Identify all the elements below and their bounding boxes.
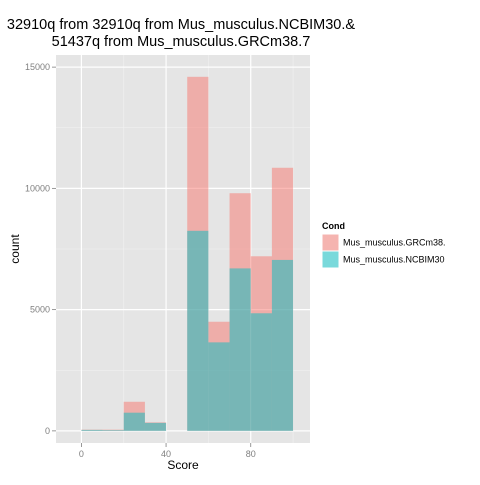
y-tick-label: 15000 (25, 62, 50, 72)
bar-series-1-bin-0 (81, 429, 103, 431)
x-axis-title: Score (167, 458, 199, 472)
x-tick-label: 40 (161, 449, 171, 459)
bar-series-1-bin-8 (250, 313, 272, 431)
bar-series-1-bin-6 (208, 342, 230, 431)
bar-series-1-bin-5 (187, 230, 209, 431)
bar-series-1-bin-2 (123, 412, 145, 431)
bar-series-1-bin-7 (229, 268, 251, 431)
y-tick-label: 0 (45, 426, 50, 436)
legend-title: Cond (322, 221, 345, 231)
x-tick-label: 80 (246, 449, 256, 459)
chart-title-line-1: 32910q from 32910q from Mus_musculus.NCB… (7, 17, 355, 33)
legend-label-grcm38: Mus_musculus.GRCm38. (343, 238, 446, 248)
y-axis: 0 5000 10000 15000 (25, 62, 56, 436)
y-tick-label: 10000 (25, 183, 50, 193)
bar-series-1-bin-1 (102, 430, 124, 431)
bar-series-1-bin-3 (144, 422, 167, 431)
legend: Cond Mus_musculus.GRCm38. Mus_musculus.N… (321, 221, 446, 269)
legend-swatch-ncbim30 (322, 251, 339, 268)
legend-swatch-grcm38 (322, 234, 339, 251)
legend-label-ncbim30: Mus_musculus.NCBIM30 (343, 255, 445, 265)
y-tick-label: 5000 (30, 305, 50, 315)
y-axis-title: count (8, 234, 22, 264)
bar-series-1-bin-9 (271, 259, 294, 431)
bars-group (81, 76, 294, 431)
grid-minor (56, 55, 310, 443)
chart-title-line-2: 51437q from Mus_musculus.GRCm38.7 (52, 34, 311, 50)
x-tick-label: 0 (79, 449, 84, 459)
x-axis: 0 40 80 (79, 443, 256, 459)
